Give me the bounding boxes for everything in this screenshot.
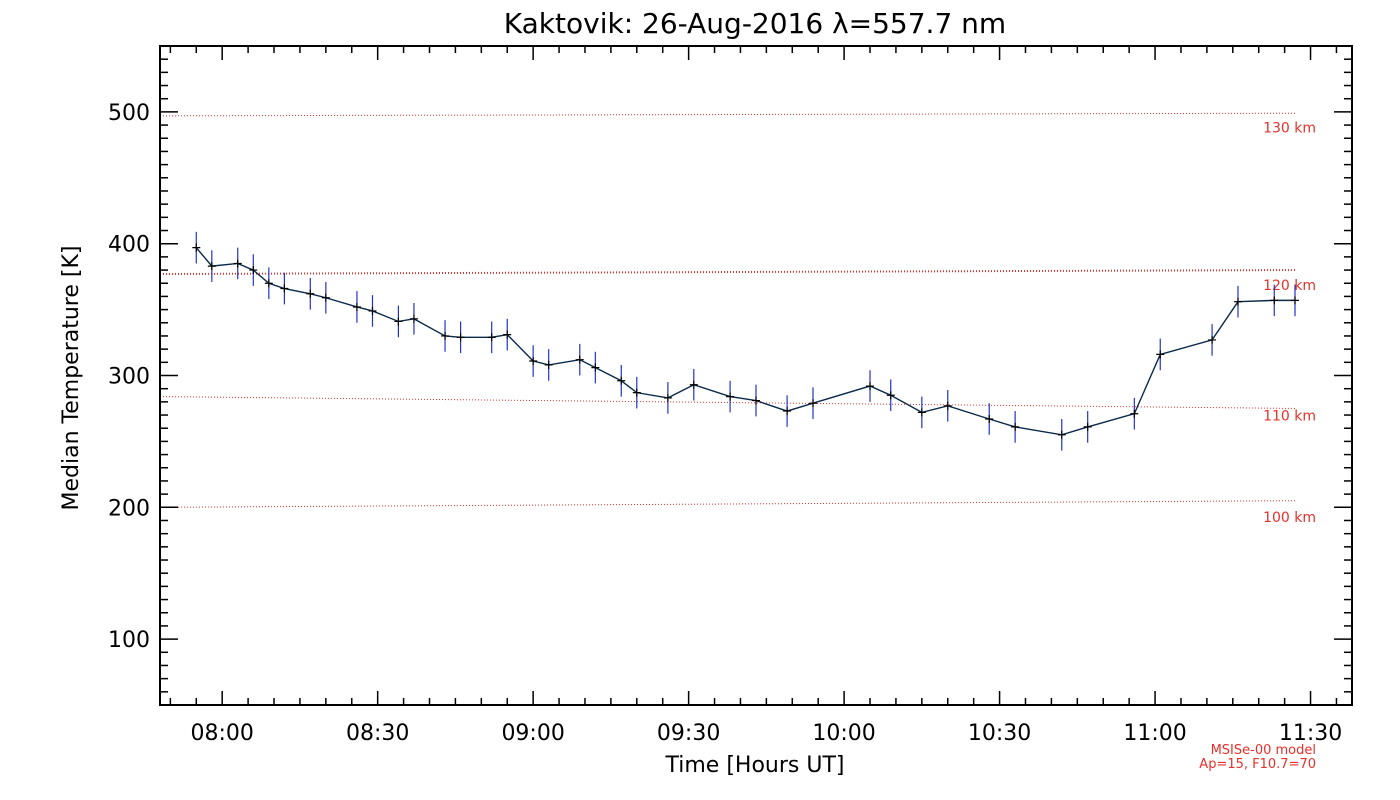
data-point [783,407,792,416]
y-tick-label: 100 [108,628,150,653]
reference-line-label: 130 km [1263,121,1316,137]
x-tick-label: 09:00 [501,721,564,746]
reference-line [159,396,1295,409]
data-point [233,259,242,268]
y-tick-label: 400 [108,233,150,258]
data-point [321,293,330,302]
data-point [943,401,952,410]
plot-area: 130 km 120 km 110 km 100 km 08:00 08:30 09:00 0… [108,45,1353,746]
data-point [866,382,875,391]
data-point [192,243,201,252]
data-point [617,376,626,385]
data-point [441,331,450,340]
data-point [280,284,289,293]
x-tick-label: 09:30 [657,721,720,746]
reference-line-label: 120 km [1263,278,1316,294]
data-point [1156,350,1165,359]
y-tick-label: 200 [108,496,150,521]
x-tick-label: 11:00 [1123,721,1186,746]
data-point [917,408,926,417]
data-point [1290,296,1299,305]
data-point [575,355,584,364]
data-point [207,262,216,271]
chart-title: Kaktovik: 26-Aug-2016 λ=557.7 nm [504,7,1006,40]
y-axis-label: Median Temperature [K] [59,246,84,511]
data-point [487,333,496,342]
x-tick-label: 10:30 [968,721,1031,746]
data-point [1270,296,1279,305]
data-point [809,399,818,408]
data-point [529,357,538,366]
reference-line [159,500,1295,508]
data-point [752,396,760,405]
data-point [394,317,403,326]
data-point [1233,297,1242,306]
data-point [409,314,418,323]
model-note: MSISe-00 model [1211,743,1316,758]
reference-line-label: 110 km [1263,409,1316,425]
data-point [1130,409,1139,418]
data-point [1208,335,1217,344]
x-tick-label: 08:00 [190,721,253,746]
data-point [503,330,512,339]
data-point [591,363,600,372]
data-point [1057,430,1066,439]
x-axis-label: Time [Hours UT] [665,753,845,778]
y-tick-label: 500 [108,101,150,126]
series-line [195,247,1295,436]
x-tick-label: 11:30 [1279,721,1342,746]
data-point [1011,422,1020,431]
data-point [249,266,258,275]
plot-frame [159,45,1353,706]
data-point [368,306,377,315]
x-tick-label: 08:30 [346,721,409,746]
reference-line [159,112,1295,117]
data-point [985,414,994,423]
data-point [689,380,698,389]
data-point [352,302,361,311]
data-point [726,392,735,401]
data-point [456,333,465,342]
y-tick-label: 300 [108,365,150,390]
data-point [264,279,273,288]
data-point [1083,422,1092,431]
data-point [632,388,641,397]
params-note: Ap=15, F10.7=70 [1199,757,1316,772]
data-point [663,393,672,402]
reference-line [159,269,1295,276]
reference-line-label: 100 km [1263,510,1316,526]
data-point [886,391,895,400]
data-point [306,289,315,298]
x-tick-label: 10:00 [812,721,875,746]
data-point [544,360,553,369]
